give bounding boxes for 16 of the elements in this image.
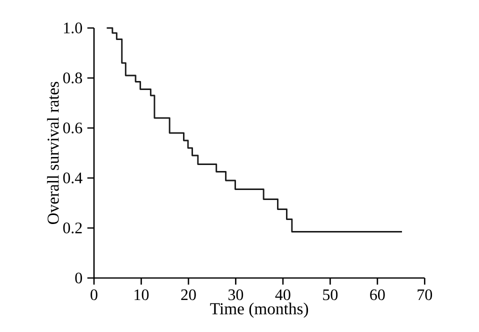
y-axis-title: Overall survival rates: [47, 82, 59, 224]
x-tick-label: 70: [418, 289, 432, 300]
x-tick-label: 50: [323, 289, 338, 300]
x-tick-label: 0: [90, 289, 98, 300]
y-tick-label: 1.0: [64, 22, 82, 34]
x-tick-label: 30: [228, 289, 244, 300]
x-tick-label: 60: [370, 289, 385, 300]
y-tick-label: 0.6: [63, 122, 82, 134]
y-tick-label: 0.2: [63, 222, 82, 234]
x-tick-label: 20: [181, 289, 196, 300]
x-tick-label: 10: [134, 289, 149, 300]
y-tick-label: 0.8: [63, 72, 82, 84]
x-tick-label: 40: [275, 289, 290, 300]
y-tick-label: 0.4: [63, 172, 82, 184]
y-tick-label: 0: [75, 272, 82, 284]
x-axis-title: Time (months): [210, 302, 308, 318]
